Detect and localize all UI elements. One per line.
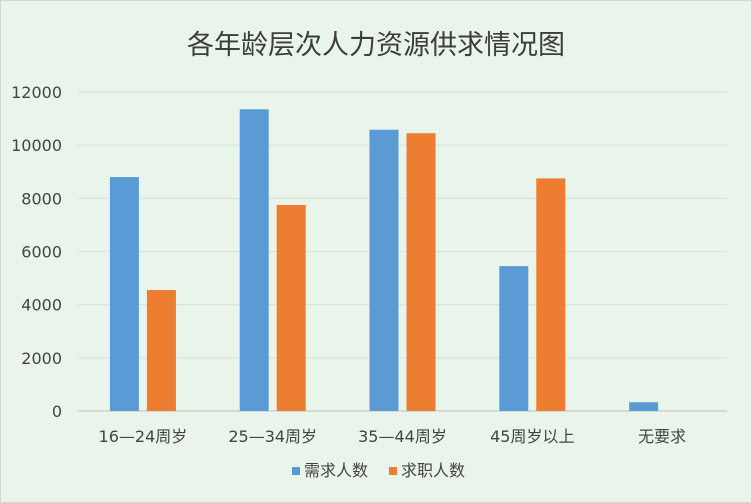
y-tick-label: 2000 (21, 349, 62, 368)
y-tick-label: 10000 (11, 136, 62, 155)
legend-label: 求职人数 (401, 461, 465, 480)
bar-demand (109, 177, 139, 411)
x-axis: 16—24周岁 25—34周岁 35—44周岁 45周岁以上 无要求 (99, 427, 687, 446)
bar-demand (499, 266, 529, 411)
bars (109, 109, 659, 411)
chart-title: 各年龄层次人力资源供求情况图 (187, 30, 565, 61)
y-axis: 0 2000 4000 6000 8000 10000 12000 (11, 83, 62, 421)
y-tick-label: 0 (52, 402, 62, 421)
bar-demand (239, 109, 269, 411)
x-tick-label: 45周岁以上 (490, 427, 574, 446)
legend-label: 需求人数 (304, 461, 368, 480)
bar-applicants (146, 290, 176, 411)
bar-applicants (406, 133, 436, 411)
legend-swatch (292, 467, 300, 475)
y-tick-label: 6000 (21, 243, 62, 262)
bar-demand (629, 402, 659, 411)
x-tick-label: 35—44周岁 (358, 427, 447, 446)
bar-applicants (536, 178, 566, 411)
x-tick-label: 16—24周岁 (99, 427, 188, 446)
gridlines (78, 91, 727, 412)
bar-demand (369, 129, 399, 411)
legend: 需求人数 求职人数 (292, 461, 465, 480)
y-tick-label: 4000 (21, 296, 62, 315)
legend-swatch (389, 467, 397, 475)
y-tick-label: 8000 (21, 189, 62, 208)
bar-applicants (276, 204, 306, 411)
y-tick-label: 12000 (11, 83, 62, 102)
x-tick-label: 25—34周岁 (228, 427, 317, 446)
x-tick-label: 无要求 (638, 427, 686, 446)
